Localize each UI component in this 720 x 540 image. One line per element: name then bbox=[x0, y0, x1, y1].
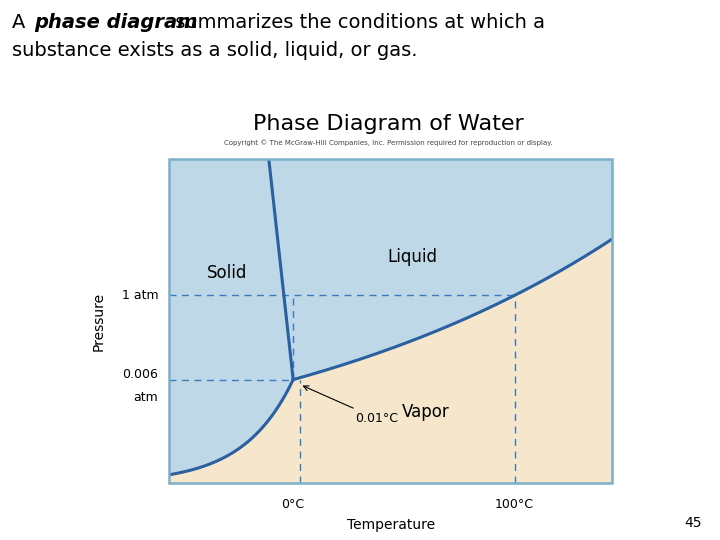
Text: 100°C: 100°C bbox=[495, 498, 534, 511]
Text: Phase Diagram of Water: Phase Diagram of Water bbox=[253, 114, 524, 134]
Text: atm: atm bbox=[133, 391, 158, 404]
Text: 1 atm: 1 atm bbox=[122, 289, 158, 302]
Text: A: A bbox=[12, 14, 32, 32]
Text: substance exists as a solid, liquid, or gas.: substance exists as a solid, liquid, or … bbox=[12, 40, 418, 59]
Text: Vapor: Vapor bbox=[402, 403, 450, 421]
Text: Pressure: Pressure bbox=[91, 292, 105, 351]
Text: 0°C: 0°C bbox=[282, 498, 305, 511]
Polygon shape bbox=[269, 159, 612, 380]
Polygon shape bbox=[169, 159, 612, 483]
Text: 45: 45 bbox=[685, 516, 702, 530]
Text: 0.006: 0.006 bbox=[122, 368, 158, 381]
Text: Copyright © The McGraw-Hill Companies, Inc. Permission required for reproduction: Copyright © The McGraw-Hill Companies, I… bbox=[225, 140, 553, 146]
Text: 0.01°C: 0.01°C bbox=[304, 386, 398, 425]
Text: Liquid: Liquid bbox=[388, 247, 438, 266]
Text: Solid: Solid bbox=[207, 264, 247, 282]
Text: Temperature: Temperature bbox=[346, 518, 435, 532]
Text: phase diagram: phase diagram bbox=[35, 14, 198, 32]
Polygon shape bbox=[169, 159, 293, 475]
Text: summarizes the conditions at which a: summarizes the conditions at which a bbox=[169, 14, 545, 32]
